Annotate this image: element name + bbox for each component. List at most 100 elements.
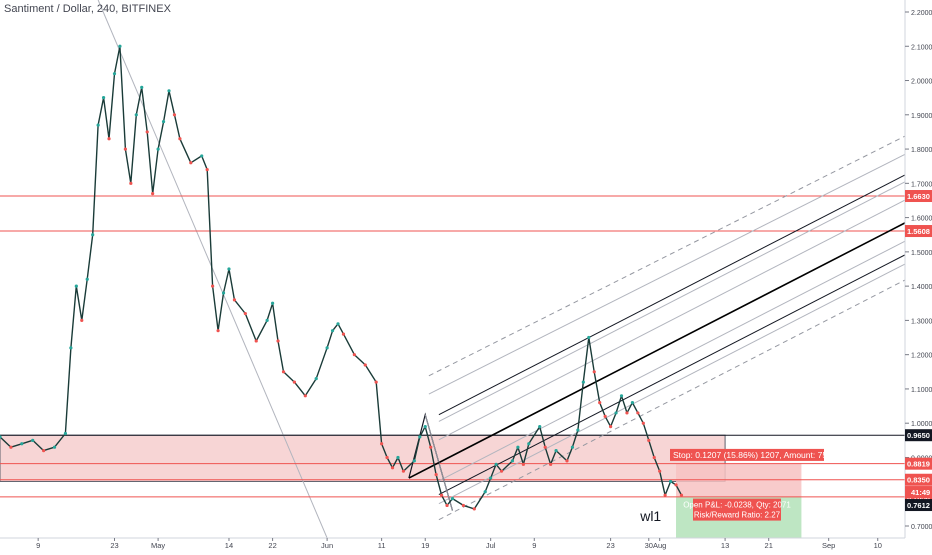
x-axis: 9 23 May 14 22 Jun 11 19 Jul 9 23 30 Aug 13 21 Sep 10 — [36, 538, 882, 550]
x-tick-label: 14 — [225, 541, 233, 550]
y-tick-label: 1.7000 — [911, 181, 932, 188]
price-point — [20, 442, 24, 446]
price-point — [151, 192, 155, 196]
price-point — [216, 329, 220, 333]
price-tag-label: 0.9650 — [907, 431, 930, 440]
x-tick-label: Jul — [486, 541, 496, 550]
price-point — [510, 459, 515, 463]
x-tick-label: 10 — [874, 541, 882, 550]
y-tick-label: 0.7000 — [911, 524, 932, 531]
price-point — [363, 363, 367, 367]
pitchfork-line-2 — [438, 174, 906, 416]
x-tick-label: Jun — [321, 541, 333, 550]
x-tick-label: Aug — [653, 541, 666, 550]
price-tag-bg — [905, 473, 932, 486]
price-point — [554, 449, 558, 453]
price-point — [418, 435, 422, 439]
price-point — [227, 267, 231, 271]
price-tag: 0.8350 — [905, 473, 932, 486]
price-point — [221, 291, 226, 295]
price-point — [461, 503, 466, 508]
x-tick-label: 9 — [36, 541, 40, 550]
price-point — [614, 411, 618, 415]
price-point — [423, 425, 427, 429]
price-point — [91, 233, 95, 237]
wave-label: wl1 — [639, 508, 661, 524]
pnl-box-bg — [693, 498, 781, 521]
price-point — [303, 394, 307, 398]
price-point — [598, 401, 602, 405]
price-point — [374, 380, 378, 384]
price-point — [412, 459, 416, 463]
price-point — [134, 113, 138, 117]
price-point — [587, 335, 591, 340]
price-point — [31, 438, 35, 442]
x-tick-label: May — [151, 541, 165, 550]
pnl-box: Open P&L: -0.0238, Qty: 2071Risk/Reward … — [683, 498, 791, 521]
price-point — [434, 473, 438, 477]
price-tag-label: 0.8350 — [907, 476, 930, 485]
y-tick-label: 1.6000 — [911, 216, 932, 223]
x-tick-label: 30 — [645, 541, 653, 550]
price-point — [336, 322, 340, 326]
price-point — [85, 277, 89, 281]
price-point — [652, 455, 656, 460]
price-point — [129, 181, 133, 185]
price-point — [625, 411, 629, 415]
price-point — [101, 96, 106, 100]
y-tick-label: 2.0000 — [911, 79, 932, 86]
price-point — [140, 85, 144, 89]
price-point — [243, 311, 247, 316]
price-point — [161, 120, 166, 124]
pitchfork-line-6 — [438, 240, 906, 482]
price-point — [167, 89, 171, 93]
price-tag: 1.6630 — [905, 190, 932, 203]
x-tick-label: 22 — [268, 541, 276, 550]
price-point — [189, 161, 193, 165]
y-tick-label: 2.2000 — [911, 10, 932, 17]
price-point — [107, 137, 111, 141]
price-point — [549, 462, 553, 466]
price-point — [9, 445, 13, 449]
price-point — [112, 72, 117, 76]
price-point — [341, 332, 346, 336]
price-point — [205, 168, 209, 172]
price-point — [385, 455, 389, 460]
y-tick-label: 1.3000 — [911, 318, 932, 325]
price-point — [172, 113, 177, 117]
price-point — [96, 123, 100, 127]
chart-title: Santiment / Dollar, 240, BITFINEX — [4, 3, 171, 15]
pitchfork-line-7 — [438, 254, 906, 496]
pnl-line2: Risk/Reward Ratio: 2.27 — [694, 511, 781, 520]
price-point — [118, 44, 122, 48]
price-tag-label: 0.7612 — [907, 501, 930, 510]
price-point — [663, 493, 667, 497]
price-point — [489, 476, 493, 480]
price-point — [145, 130, 149, 134]
pitchfork-line-3 — [438, 181, 906, 422]
pitchfork-line-5 — [438, 222, 906, 464]
x-tick-label: 23 — [606, 541, 614, 550]
price-point — [450, 496, 455, 501]
price-tag-bg — [905, 499, 932, 512]
price-point — [270, 301, 275, 305]
price-point — [538, 425, 542, 429]
current-price-tag: 41:49 — [905, 486, 932, 499]
price-point — [74, 284, 78, 288]
price-point — [42, 449, 46, 453]
price-point — [647, 438, 651, 442]
price-point — [178, 137, 182, 141]
price-tag-bg — [905, 457, 932, 470]
y-tick-label: 1.1000 — [911, 387, 932, 394]
price-point — [156, 147, 160, 151]
price-point — [265, 318, 269, 323]
price-point — [499, 469, 504, 473]
price-point — [396, 455, 400, 460]
price-tag-bg — [905, 429, 932, 442]
x-tick-label: 9 — [532, 541, 536, 550]
price-point — [472, 507, 476, 511]
price-tag: 0.9650 — [905, 429, 932, 442]
price-point — [325, 346, 329, 350]
y-tick-label: 1.9000 — [911, 113, 932, 120]
